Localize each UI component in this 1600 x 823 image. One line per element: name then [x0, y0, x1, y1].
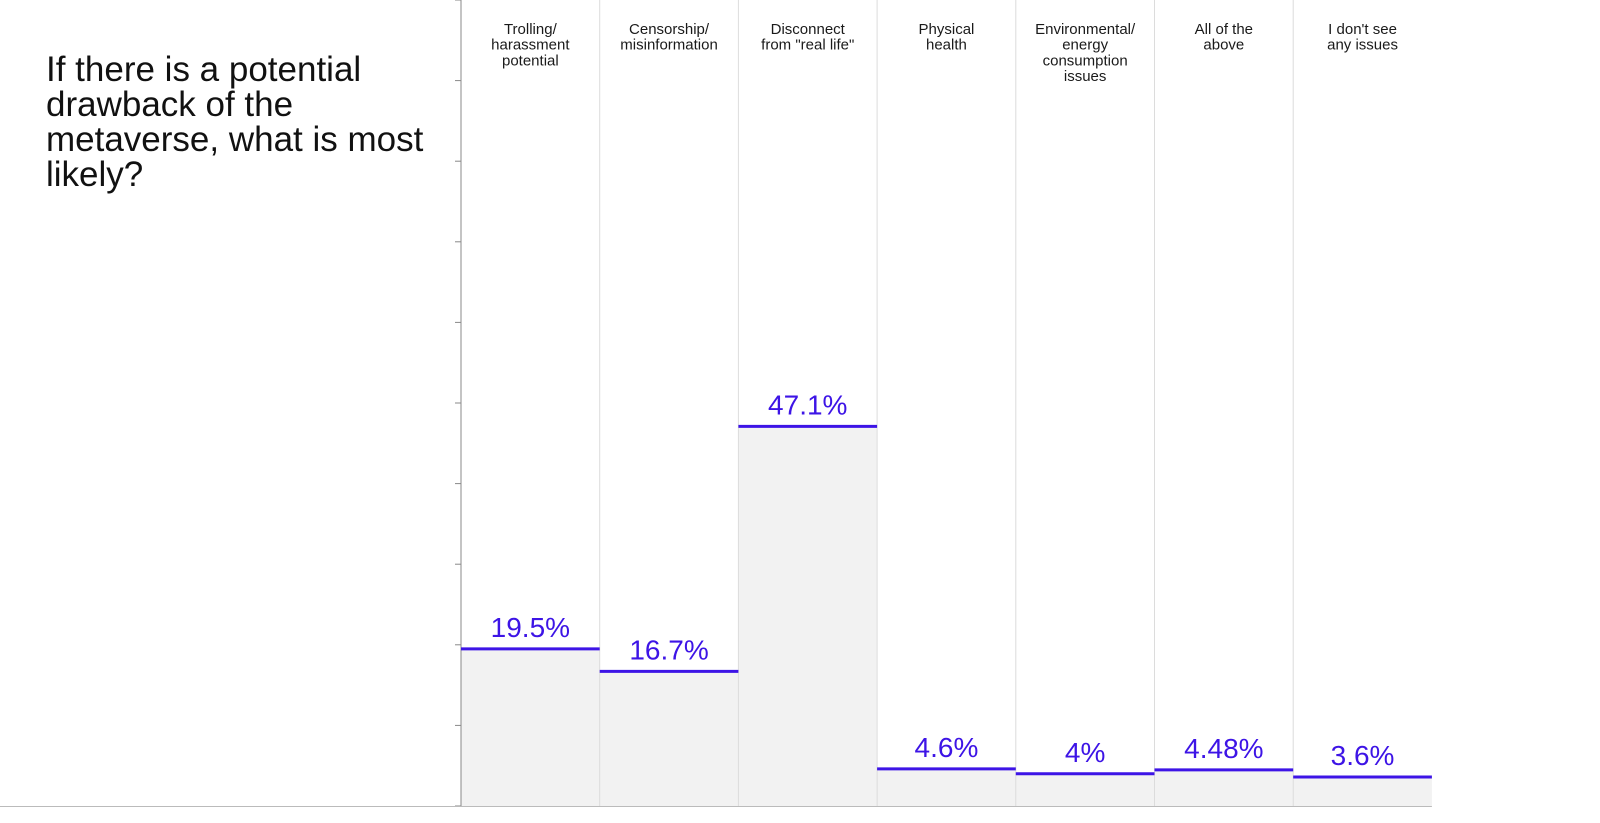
bar-fill: [738, 426, 878, 806]
value-label: 19.5%: [491, 612, 570, 643]
bar-fill: [461, 648, 600, 806]
value-label: 3.6%: [1331, 740, 1395, 771]
value-label: 4.48%: [1184, 733, 1263, 764]
bar-fills: [461, 426, 1432, 806]
category-labels: Trolling/harassment potential Censorship/m…: [491, 21, 1398, 85]
bar-fill: [599, 671, 739, 806]
value-labels: 19.5% 16.7% 47.1% 4.6% 4% 4.48% 3.6%: [491, 389, 1395, 771]
category-label: Environmental/energy consumption issues: [1035, 21, 1136, 85]
category-label: Trolling/harassment potential: [491, 21, 570, 69]
category-label: Censorship/misinformation: [620, 21, 718, 54]
bar-top-lines: [461, 424, 1432, 779]
category-label: Disconnect from "real life": [761, 21, 854, 54]
bar-fill: [1293, 776, 1432, 806]
bar-fill: [877, 768, 1016, 806]
y-axis: [0, 0, 1432, 807]
category-label: Physical health: [919, 21, 975, 54]
category-label: All of the above: [1195, 21, 1253, 54]
chart-title: If there is a potential drawback of the …: [46, 50, 424, 194]
bar-fill: [1154, 769, 1294, 806]
bar-fill: [1015, 773, 1155, 806]
value-label: 4%: [1065, 737, 1105, 768]
value-label: 47.1%: [768, 389, 847, 420]
value-label: 16.7%: [629, 634, 708, 665]
category-label: I don't see any issues: [1327, 21, 1398, 54]
value-label: 4.6%: [915, 732, 979, 763]
